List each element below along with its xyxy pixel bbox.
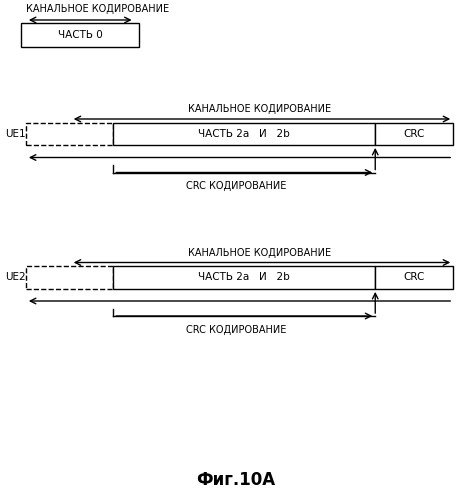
Text: UE1: UE1 xyxy=(5,129,25,139)
Text: UE2: UE2 xyxy=(5,272,25,282)
Text: ЧАСТЬ 2a   И   2b: ЧАСТЬ 2a И 2b xyxy=(198,272,290,282)
Text: КАНАЛЬНОЕ КОДИРОВАНИЕ: КАНАЛЬНОЕ КОДИРОВАНИЕ xyxy=(188,104,331,114)
Text: CRC: CRC xyxy=(404,129,425,139)
Text: CRC: CRC xyxy=(404,272,425,282)
Bar xyxy=(113,122,375,145)
Text: Фиг.10A: Фиг.10A xyxy=(196,471,276,489)
Text: КАНАЛЬНОЕ КОДИРОВАНИЕ: КАНАЛЬНОЕ КОДИРОВАНИЕ xyxy=(188,248,331,258)
Bar xyxy=(375,266,453,289)
Bar xyxy=(113,266,375,289)
Bar xyxy=(26,122,113,145)
Bar xyxy=(375,122,453,145)
Text: CRC КОДИРОВАНИЕ: CRC КОДИРОВАНИЕ xyxy=(186,325,286,335)
Bar xyxy=(26,266,113,289)
Text: КАНАЛЬНОЕ КОДИРОВАНИЕ: КАНАЛЬНОЕ КОДИРОВАНИЕ xyxy=(26,4,169,14)
Text: ЧАСТЬ 2a   И   2b: ЧАСТЬ 2a И 2b xyxy=(198,129,290,139)
Text: ЧАСТЬ 0: ЧАСТЬ 0 xyxy=(58,30,102,40)
Text: CRC КОДИРОВАНИЕ: CRC КОДИРОВАНИЕ xyxy=(186,181,286,191)
Bar xyxy=(21,24,139,48)
